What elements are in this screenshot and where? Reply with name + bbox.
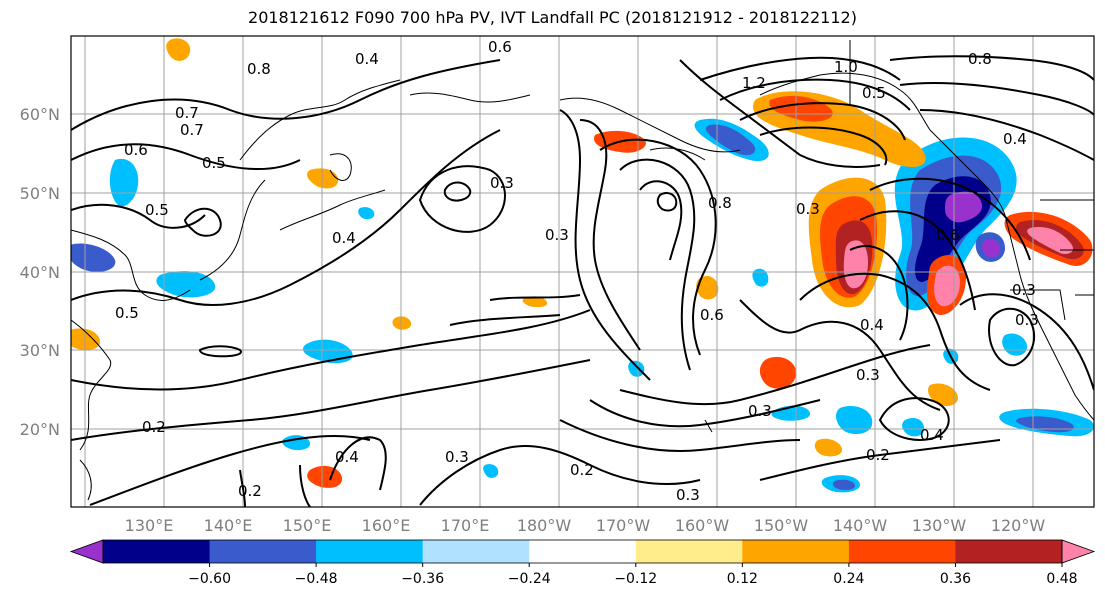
colorbar: −0.60 −0.48 −0.36 −0.24 −0.12 0.12 0.24 0.36 0.4… — [69, 539, 1096, 587]
colorbar-tick-label: 0.24 — [833, 571, 864, 587]
colorbar-tick-label: −0.24 — [508, 571, 551, 587]
colorbar-segment — [742, 540, 850, 563]
colorbar-segment — [422, 540, 530, 563]
contour-label: 0.5 — [145, 201, 169, 219]
colorbar-segment — [316, 540, 424, 563]
lat-label: 40°N — [20, 263, 60, 282]
contour-label: 0.6 — [700, 306, 724, 324]
lon-label: 130°E — [125, 516, 174, 535]
contour-label: 0.5 — [202, 154, 226, 172]
contour-label: 0.2 — [238, 482, 262, 500]
colorbar-segment — [209, 540, 317, 563]
lon-label: 140°E — [204, 516, 253, 535]
contour-lines — [71, 55, 1094, 507]
contour-label: 0.3 — [676, 486, 700, 504]
lat-label: 60°N — [20, 105, 60, 124]
contour-label: 0.8 — [708, 194, 732, 212]
lon-label: 180°W — [517, 516, 572, 535]
contour-label: 0.8 — [968, 50, 992, 68]
contour-label: 0.3 — [490, 174, 514, 192]
contour-label: 0.4 — [355, 50, 379, 68]
contour-label: 0.3 — [748, 402, 772, 420]
lon-label: 140°W — [833, 516, 888, 535]
contour-label: 0.3 — [856, 366, 880, 384]
lon-label: 150°W — [754, 516, 809, 535]
contour-label: 0.7 — [180, 121, 204, 139]
lon-label: 170°W — [596, 516, 651, 535]
lon-label: 130°W — [912, 516, 967, 535]
colorbar-segment — [848, 540, 956, 563]
contour-label: 0.8 — [247, 60, 271, 78]
contour-label: 0.4 — [332, 229, 356, 247]
colorbar-tick-label: −0.60 — [188, 571, 231, 587]
contour-label: 0.7 — [175, 104, 199, 122]
colorbar-extend-max — [1061, 539, 1096, 564]
contour-label: 1.0 — [834, 58, 858, 76]
colorbar-segment — [103, 540, 211, 563]
contour-label-layer: 0.6 0.4 0.8 1.0 1.2 0.5 0.8 0.4 0.7 0.5 … — [115, 38, 1039, 504]
contour-label: 0.5 — [115, 304, 139, 322]
contour-label: 0.3 — [1012, 281, 1036, 299]
graticule — [71, 36, 1094, 507]
lat-label: 20°N — [20, 420, 60, 439]
colorbar-tick-label: −0.36 — [401, 571, 444, 587]
colorbar-tick-label: −0.12 — [614, 571, 657, 587]
contour-label: 0.6 — [124, 141, 148, 159]
colorbar-tick-label: 0.48 — [1046, 571, 1077, 587]
lon-label: 150°E — [283, 516, 332, 535]
colorbar-outline — [102, 539, 1063, 564]
contour-label: 0.2 — [570, 461, 594, 479]
contour-label: 0.4 — [860, 316, 884, 334]
lon-label: 160°E — [362, 516, 411, 535]
latitude-labels: 60°N 50°N 40°N 30°N 20°N — [20, 105, 60, 439]
colorbar-extend-min — [69, 539, 104, 564]
contour-label: 0.4 — [920, 426, 944, 444]
lat-label: 50°N — [20, 184, 60, 203]
colorbar-segment — [635, 540, 743, 563]
colorbar-segment — [529, 540, 637, 563]
colorbar-tick-label: 0.36 — [940, 571, 971, 587]
contour-label: 0.3 — [445, 448, 469, 466]
contour-label: 0.3 — [545, 226, 569, 244]
longitude-labels: 130°E 140°E 150°E 160°E 170°E 180°W 170°… — [125, 516, 1046, 535]
contour-label: 0.2 — [866, 446, 890, 464]
map-frame — [70, 35, 1095, 508]
coastlines — [71, 40, 1094, 501]
contour-label: 1.2 — [742, 74, 766, 92]
lon-label: 160°W — [675, 516, 730, 535]
contour-label: 0.6 — [488, 38, 512, 56]
lon-label: 120°W — [991, 516, 1046, 535]
colorbar-tick-label: 0.12 — [727, 571, 758, 587]
contour-label: 0.2 — [142, 418, 166, 436]
contour-label: 0.4 — [1003, 130, 1027, 148]
colorbar-segment — [955, 540, 1063, 563]
contour-label: 0.5 — [862, 84, 886, 102]
contour-label: 0.4 — [335, 448, 359, 466]
lat-label: 30°N — [20, 341, 60, 360]
contour-label: 0.6 — [936, 226, 960, 244]
contour-label: 0.3 — [796, 200, 820, 218]
lon-label: 170°E — [441, 516, 490, 535]
map-title: 2018121612 F090 700 hPa PV, IVT Landfall… — [248, 8, 857, 27]
contour-label: 0.3 — [1015, 311, 1039, 329]
colorbar-tick-label: −0.48 — [295, 571, 338, 587]
